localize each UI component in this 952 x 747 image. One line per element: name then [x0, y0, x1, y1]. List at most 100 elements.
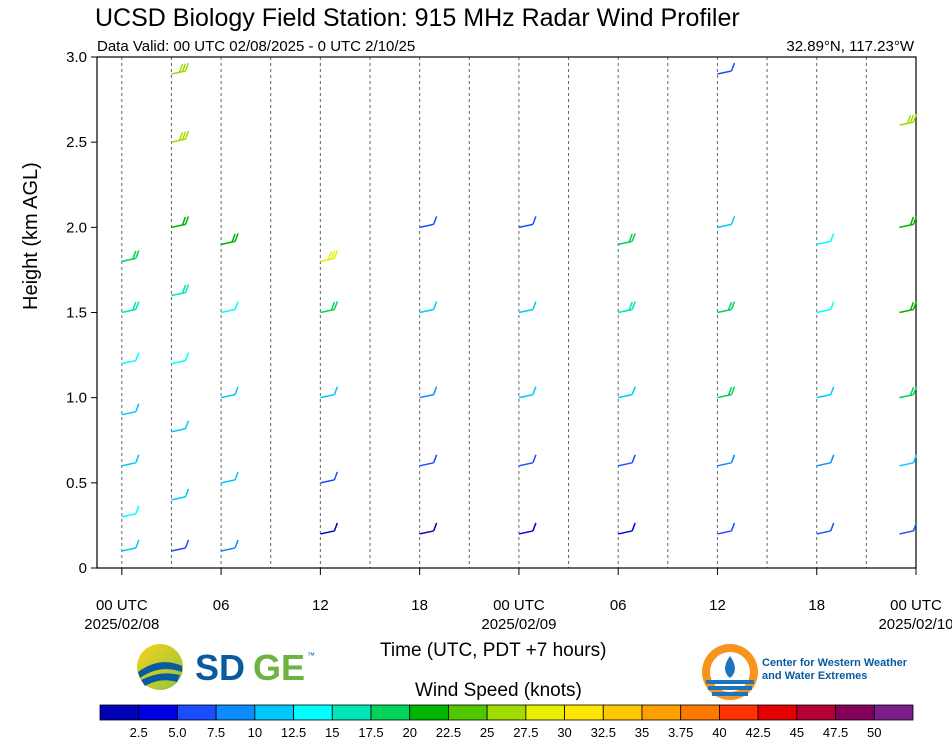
- wind-barb-staff: [816, 462, 831, 467]
- wind-barb-flag: [532, 522, 537, 532]
- wind-barb-flag: [909, 114, 915, 123]
- y-tick-label: 1.0: [66, 390, 87, 407]
- wind-barb-staff: [121, 308, 136, 314]
- sdge-tm: ™: [307, 651, 315, 660]
- colorbar-label: 40: [712, 725, 726, 740]
- wind-barb-staff: [220, 393, 236, 399]
- wind-barb-flag: [906, 115, 912, 124]
- x-tick-date: 2025/02/10: [878, 616, 952, 633]
- colorbar-label: 10: [248, 725, 262, 740]
- station-coordinates: 32.89°N, 117.23°W: [786, 38, 914, 55]
- sdge-logo-text-ge: GE: [253, 647, 305, 688]
- x-tick-label: 00 UTC: [890, 597, 942, 614]
- wind-barb-flag: [181, 131, 187, 141]
- x-tick-label: 06: [610, 597, 627, 614]
- colorbar-box: [641, 704, 682, 721]
- wind-barb-flag: [727, 387, 733, 396]
- wind-barb-staff: [220, 479, 236, 484]
- wind-barb-staff: [419, 462, 434, 467]
- wind-barb-flag: [135, 250, 140, 259]
- wind-barb-flag: [631, 522, 636, 532]
- wind-barb-flag: [432, 454, 438, 464]
- wind-barb-flag: [532, 216, 537, 225]
- y-tick-label: 0.5: [66, 475, 87, 492]
- colorbar-label: 47.5: [823, 725, 848, 740]
- colorbar-box: [370, 704, 411, 721]
- wind-barb-flag: [730, 454, 736, 464]
- colorbar-box: [448, 704, 488, 721]
- sdge-logo: SD GE ™: [135, 642, 325, 697]
- colorbar-label: 25: [480, 725, 494, 740]
- wind-barb-flag: [912, 522, 918, 532]
- wind-barb-staff: [419, 223, 434, 229]
- wind-barb-flag: [631, 386, 636, 395]
- wind-barb-staff: [121, 462, 136, 467]
- wind-barb-staff: [518, 308, 534, 314]
- wind-barb-staff: [816, 393, 831, 399]
- wind-barb-staff: [717, 223, 732, 229]
- wind-barb-flag: [184, 284, 190, 293]
- x-tick-date: 2025/02/09: [481, 616, 556, 633]
- wind-barb-staff: [171, 138, 186, 143]
- wind-barb-flag: [333, 522, 339, 532]
- wind-barb-flag: [830, 233, 835, 242]
- colorbar-label: 27.5: [513, 725, 538, 740]
- chart-title: UCSD Biology Field Station: 915 MHz Rada…: [95, 4, 740, 32]
- colorbar-box: [215, 704, 256, 721]
- wind-barb-staff: [518, 223, 534, 229]
- wind-barb-staff: [717, 70, 732, 75]
- wind-barb-staff: [899, 121, 914, 126]
- wind-barb-staff: [220, 240, 236, 246]
- wind-barb-staff: [121, 410, 136, 416]
- wind-barb-flag: [730, 301, 736, 310]
- wind-barb-flag: [184, 488, 190, 498]
- wind-barb-staff: [220, 308, 236, 314]
- wind-barb-staff: [121, 513, 136, 518]
- wind-barb-staff: [320, 257, 335, 263]
- x-tick-label: 18: [411, 597, 428, 614]
- wind-barb-staff: [618, 393, 633, 399]
- wind-barb-staff: [717, 308, 732, 314]
- cw3e-logo: [700, 642, 760, 707]
- colorbar-box: [138, 704, 178, 721]
- colorbar-box: [564, 704, 604, 721]
- wind-barb-flag: [830, 454, 835, 464]
- wind-barb-staff: [171, 496, 186, 501]
- wind-barb-flag: [532, 454, 537, 464]
- colorbar-box: [873, 704, 914, 721]
- wind-barb-staff: [419, 393, 434, 399]
- wind-barb-flag: [135, 454, 140, 464]
- y-tick-label: 2.5: [66, 134, 87, 151]
- wind-barb-staff: [320, 308, 335, 314]
- colorbar-label: 42.5: [745, 725, 770, 740]
- wind-barb-flag: [333, 386, 339, 395]
- wind-barb-staff: [171, 427, 186, 433]
- wind-barb-staff: [171, 291, 186, 297]
- wind-barb-flag: [181, 216, 187, 226]
- wind-barb-flag: [432, 216, 438, 225]
- wind-barb-flag: [184, 420, 190, 429]
- wind-barb-flag: [909, 301, 915, 311]
- wind-barb-flag: [909, 216, 915, 226]
- wind-barb-flag: [631, 454, 636, 464]
- wind-barb-flag: [727, 301, 733, 311]
- wind-barb-staff: [419, 308, 434, 314]
- wind-barb-staff: [171, 359, 186, 365]
- wind-barb-staff: [899, 308, 914, 314]
- colorbar-label: 15: [325, 725, 339, 740]
- colorbar-label: 35: [635, 725, 649, 740]
- wind-barb-flag: [912, 386, 918, 395]
- wind-barb-flag: [730, 386, 736, 395]
- x-tick-label: 18: [808, 597, 825, 614]
- wind-barb-staff: [816, 240, 831, 246]
- colorbar-label: 12.5: [281, 725, 306, 740]
- colorbar-box: [719, 704, 759, 721]
- wind-barb-staff: [717, 462, 732, 467]
- wind-barb-staff: [717, 393, 732, 399]
- wind-barb-flag: [181, 63, 187, 72]
- x-tick-label: 00 UTC: [96, 597, 148, 614]
- y-tick-label: 0: [79, 560, 87, 577]
- wind-barb-flag: [135, 352, 140, 361]
- colorbar-box: [331, 704, 372, 721]
- wind-barb-flag: [912, 454, 918, 464]
